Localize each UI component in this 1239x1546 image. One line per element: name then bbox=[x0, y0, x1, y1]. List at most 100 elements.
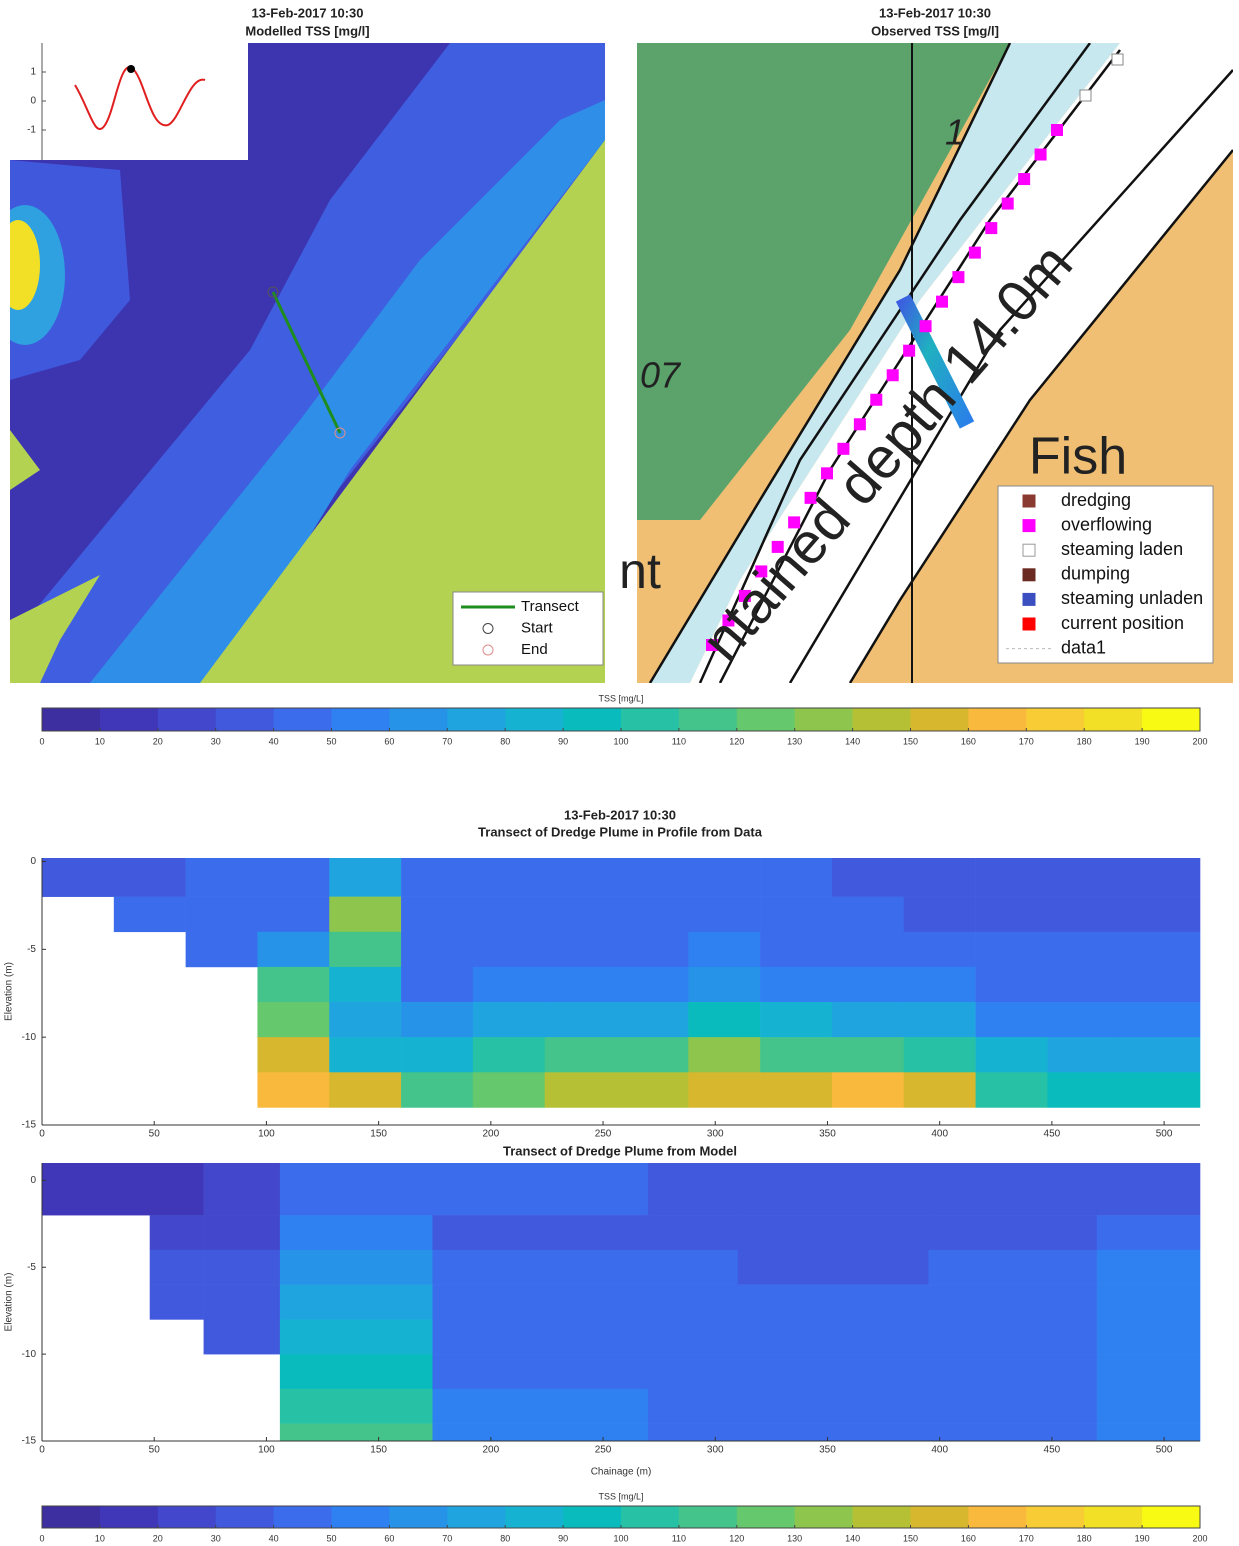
heat-cell bbox=[432, 1388, 649, 1424]
heat-cell bbox=[42, 1163, 151, 1216]
colorbar-tick-label: 170 bbox=[1019, 1533, 1034, 1543]
colorbar-cell bbox=[968, 1506, 1027, 1528]
colorbar-tick-label: 100 bbox=[613, 736, 628, 746]
heat-cell bbox=[831, 1037, 905, 1073]
heat-cell bbox=[647, 1249, 738, 1285]
colorbar-cell bbox=[42, 708, 101, 731]
heat-cell bbox=[1047, 1072, 1120, 1108]
heat-cell bbox=[472, 1002, 545, 1038]
colorbar-tick-label: 160 bbox=[961, 1533, 976, 1543]
heat-cell bbox=[737, 1249, 929, 1285]
x-tick-label: 200 bbox=[482, 1445, 499, 1456]
heat-cell bbox=[432, 1423, 649, 1442]
track-marker bbox=[1001, 197, 1014, 210]
heat-cell bbox=[975, 1072, 1048, 1108]
heat-cell bbox=[760, 1002, 833, 1038]
inset-tick-label: 0 bbox=[30, 96, 36, 107]
colorbar-cell bbox=[1142, 708, 1201, 731]
colorbar-label: TSS [mg/L] bbox=[598, 693, 643, 703]
legend-label: current position bbox=[1061, 613, 1184, 633]
track-marker bbox=[936, 295, 948, 308]
heat-cell bbox=[544, 1037, 617, 1073]
heat-cell bbox=[257, 931, 330, 968]
map-label: nt bbox=[619, 543, 661, 599]
legend-swatch bbox=[1022, 568, 1036, 582]
heat-cell bbox=[975, 858, 1048, 897]
heat-cell bbox=[688, 858, 761, 897]
colorbar-cell bbox=[505, 708, 564, 731]
heat-cell bbox=[544, 896, 617, 933]
colorbar-cell bbox=[736, 1506, 796, 1528]
track-marker bbox=[1034, 148, 1047, 161]
track-marker bbox=[722, 614, 735, 627]
colorbar-cell bbox=[852, 708, 911, 731]
track-marker bbox=[706, 639, 718, 651]
colorbar-tick-label: 30 bbox=[211, 1533, 221, 1543]
heat-cell bbox=[760, 1037, 833, 1073]
colorbar-cell bbox=[1084, 708, 1143, 731]
heat-cell bbox=[203, 1163, 281, 1216]
legend-swatch bbox=[1022, 519, 1036, 533]
heat-cell bbox=[737, 1354, 929, 1390]
y-tick-label: -15 bbox=[22, 1120, 37, 1131]
heat-cell bbox=[472, 1072, 545, 1108]
legend-label: steaming laden bbox=[1061, 539, 1183, 559]
y-tick-label: 0 bbox=[30, 1175, 36, 1186]
track-marker bbox=[788, 516, 801, 529]
track-marker bbox=[1018, 173, 1031, 186]
heat-cell bbox=[257, 1037, 330, 1073]
heat-cell bbox=[647, 1284, 738, 1320]
heat-cell bbox=[544, 966, 617, 1003]
heat-cell bbox=[903, 1002, 976, 1038]
colorbar-cell bbox=[1084, 1506, 1143, 1528]
heat-cell bbox=[149, 1249, 204, 1285]
chart-subtitle: Observed TSS [mg/l] bbox=[871, 23, 999, 38]
y-tick-label: -10 bbox=[22, 1032, 37, 1043]
colorbar-cell bbox=[389, 1506, 448, 1528]
heat-cell bbox=[647, 1163, 738, 1216]
heat-cell bbox=[928, 1215, 1098, 1251]
colorbar-tick-label: 90 bbox=[558, 736, 568, 746]
heat-cell bbox=[737, 1215, 929, 1251]
colorbar-tick-label: 70 bbox=[442, 1533, 452, 1543]
track-marker bbox=[771, 540, 784, 553]
heat-cell bbox=[257, 966, 330, 1003]
colorbar-cell bbox=[794, 1506, 854, 1528]
legend-label: Transect bbox=[521, 598, 580, 615]
heat-cell bbox=[203, 1215, 281, 1251]
heat-cell bbox=[329, 858, 402, 897]
heat-cell bbox=[203, 1284, 281, 1320]
x-axis-label: Chainage (m) bbox=[591, 1467, 652, 1478]
x-tick-label: 350 bbox=[819, 1445, 836, 1456]
legend-swatch bbox=[1022, 617, 1036, 631]
y-tick-label: -15 bbox=[22, 1436, 37, 1447]
heat-cell bbox=[401, 966, 474, 1003]
heat-cell bbox=[472, 1037, 545, 1073]
heat-cell bbox=[432, 1249, 649, 1285]
heat-cell bbox=[928, 1388, 1098, 1424]
legend-swatch bbox=[482, 623, 494, 634]
heat-cell bbox=[760, 931, 833, 968]
colorbar-cell bbox=[968, 708, 1027, 731]
heat-cell bbox=[975, 1037, 1048, 1073]
heat-cell bbox=[903, 1037, 976, 1073]
colorbar-tick-label: 150 bbox=[903, 1533, 918, 1543]
x-tick-label: 0 bbox=[39, 1445, 45, 1456]
x-tick-label: 0 bbox=[39, 1129, 45, 1140]
heat-cell bbox=[149, 1215, 204, 1251]
colorbar-cell bbox=[215, 1506, 275, 1528]
heat-cell bbox=[616, 1072, 689, 1108]
heat-cell bbox=[203, 1319, 281, 1355]
heat-cell bbox=[903, 966, 976, 1003]
heat-cell bbox=[737, 1388, 929, 1424]
x-tick-label: 150 bbox=[370, 1445, 387, 1456]
x-tick-label: 50 bbox=[149, 1445, 161, 1456]
heat-cell bbox=[401, 1037, 474, 1073]
colorbar-tick-label: 190 bbox=[1135, 1533, 1150, 1543]
track-marker bbox=[837, 442, 850, 455]
heat-cell bbox=[1096, 1319, 1201, 1355]
legend-swatch bbox=[1022, 592, 1036, 606]
colorbar-tick-label: 160 bbox=[961, 736, 976, 746]
colorbar-cell bbox=[852, 1506, 911, 1528]
